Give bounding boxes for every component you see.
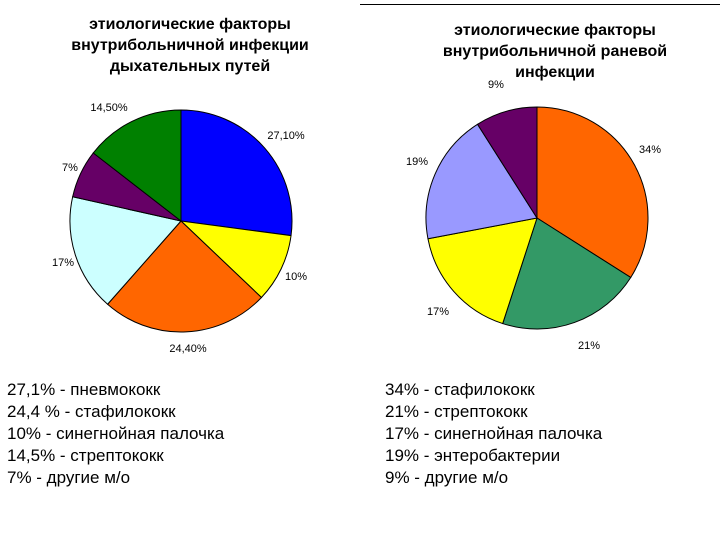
legend-item: 34% - стафилококк bbox=[385, 380, 535, 399]
slice-label: 27,10% bbox=[267, 130, 305, 142]
legend-item: 7% - другие м/о bbox=[7, 468, 131, 487]
slice-label: 17% bbox=[427, 306, 449, 318]
legend-wound: 34% - стафилококк 21% - стрептококк 17% … bbox=[385, 379, 602, 489]
legend-item: 21% - стрептококк bbox=[385, 402, 528, 421]
slice-label: 14,50% bbox=[90, 102, 128, 114]
legend-item: 14,5% - стрептококк bbox=[7, 446, 164, 465]
pie-slice bbox=[427, 217, 538, 325]
legend-item: 24,4 % - стафилококк bbox=[7, 402, 176, 421]
pie-slice bbox=[106, 220, 263, 333]
pie-slice bbox=[69, 196, 182, 305]
slice-label: 9% bbox=[488, 79, 504, 91]
pie-slice bbox=[425, 123, 538, 240]
pie-slice bbox=[536, 106, 649, 279]
legend-item: 10% - синегнойная палочка bbox=[7, 424, 225, 443]
legend-item: 19% - энтеробактерии bbox=[385, 446, 561, 465]
pie-slice bbox=[92, 109, 182, 223]
top-rule bbox=[360, 4, 720, 5]
chart-title-wound: этиологические факторы внутрибольничной … bbox=[442, 22, 668, 81]
slice-label: 7% bbox=[62, 162, 78, 174]
slice-label: 10% bbox=[285, 271, 307, 283]
slice-label: 34% bbox=[639, 144, 661, 156]
legend-item: 17% - синегнойная палочка bbox=[385, 424, 603, 443]
pie-slice bbox=[502, 217, 632, 330]
legend-item: 27,1% - пневмококк bbox=[7, 380, 161, 399]
slice-label: 19% bbox=[406, 156, 428, 168]
pie-slice bbox=[476, 106, 538, 220]
slice-label: 21% bbox=[578, 340, 600, 352]
legend-item: 9% - другие м/о bbox=[385, 468, 509, 487]
slice-label: 24,40% bbox=[169, 343, 207, 355]
legend-respiratory: 27,1% - пневмококк 24,4 % - стафилококк … bbox=[7, 379, 224, 489]
pie-slice bbox=[180, 109, 293, 237]
slice-label: 17% bbox=[52, 257, 74, 269]
chart-title-respiratory: этиологические факторы внутрибольничной … bbox=[71, 16, 309, 75]
